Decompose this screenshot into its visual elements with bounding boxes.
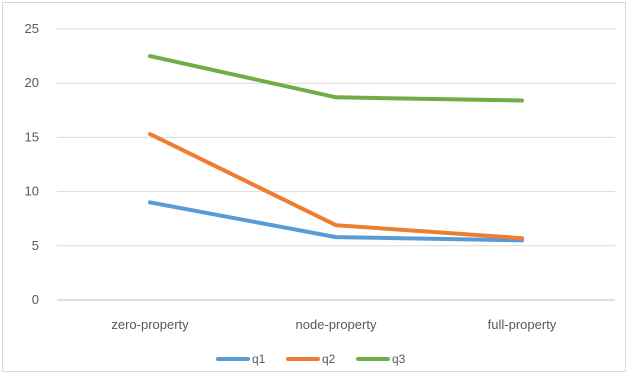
y-axis: 0 5 10 15 20 25 [25,21,39,307]
legend-label-q1: q1 [252,352,266,366]
y-tick-label: 20 [25,75,39,90]
series-line-q2 [148,132,524,241]
chart-area: 0 5 10 15 20 25 zero-property node-property ful… [2,2,626,372]
y-tick-label: 25 [25,21,39,36]
series-lines [148,54,524,243]
legend: q1 q2 q3 [216,352,406,366]
series-line-q3 [148,54,524,103]
legend-label-q2: q2 [322,352,336,366]
gridlines [57,28,615,301]
x-axis: zero-property node-property full-property [111,317,556,332]
y-tick-label: 5 [32,238,39,253]
series-line-q1 [148,200,524,243]
y-tick-label: 10 [25,184,39,199]
y-tick-label: 0 [32,292,39,307]
x-tick-label: node-property [296,317,377,332]
line-chart: 0 5 10 15 20 25 zero-property node-property ful… [25,21,615,366]
legend-label-q3: q3 [392,352,406,366]
x-tick-label: full-property [488,317,557,332]
y-tick-label: 15 [25,129,39,144]
x-tick-label: zero-property [111,317,189,332]
